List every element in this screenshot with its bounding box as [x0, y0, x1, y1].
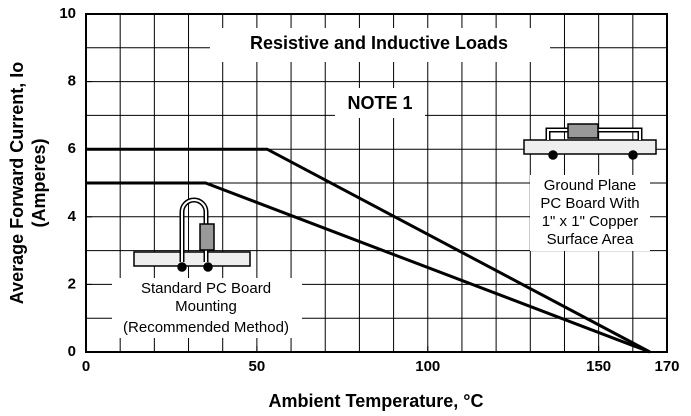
x-tick-label: 50 — [249, 358, 266, 375]
annotation: Surface Area — [547, 231, 634, 248]
x-tick-label: 150 — [586, 358, 611, 375]
y-tick-label: 10 — [59, 5, 76, 22]
ground-plane-bg — [530, 175, 650, 251]
standard-icon — [133, 197, 251, 272]
x-tick-label: 0 — [82, 358, 90, 375]
x-axis-label: Ambient Temperature, °C — [269, 391, 484, 411]
annotation: Standard PC Board — [141, 280, 271, 297]
y-tick-label: 6 — [68, 140, 76, 157]
note: NOTE 1 — [347, 93, 412, 113]
annotation: Ground Plane — [544, 177, 637, 194]
y-tick-label: 8 — [68, 73, 76, 90]
y-axis-label: Average Forward Current, Io — [7, 62, 27, 304]
note-bg — [335, 88, 425, 118]
annotation: Mounting — [175, 298, 237, 315]
line-series — [86, 147, 651, 354]
y-tick-label: 4 — [68, 208, 77, 225]
ground-plane-icon — [523, 123, 657, 160]
y-tick-label: 2 — [68, 275, 76, 292]
annotation: 1" x 1" Copper — [542, 213, 639, 230]
title-bg — [210, 28, 550, 62]
chart-title: Resistive and Inductive Loads — [250, 33, 508, 53]
annotation: PC Board With — [540, 195, 639, 212]
annotation: (Recommended Method) — [123, 319, 289, 336]
x-tick-label: 100 — [415, 358, 440, 375]
y-tick-label: 0 — [68, 343, 76, 360]
y-axis-label: (Amperes) — [29, 138, 49, 227]
standard-bg — [112, 278, 302, 338]
x-tick-label: 170 — [654, 358, 679, 375]
line-series — [86, 181, 651, 354]
